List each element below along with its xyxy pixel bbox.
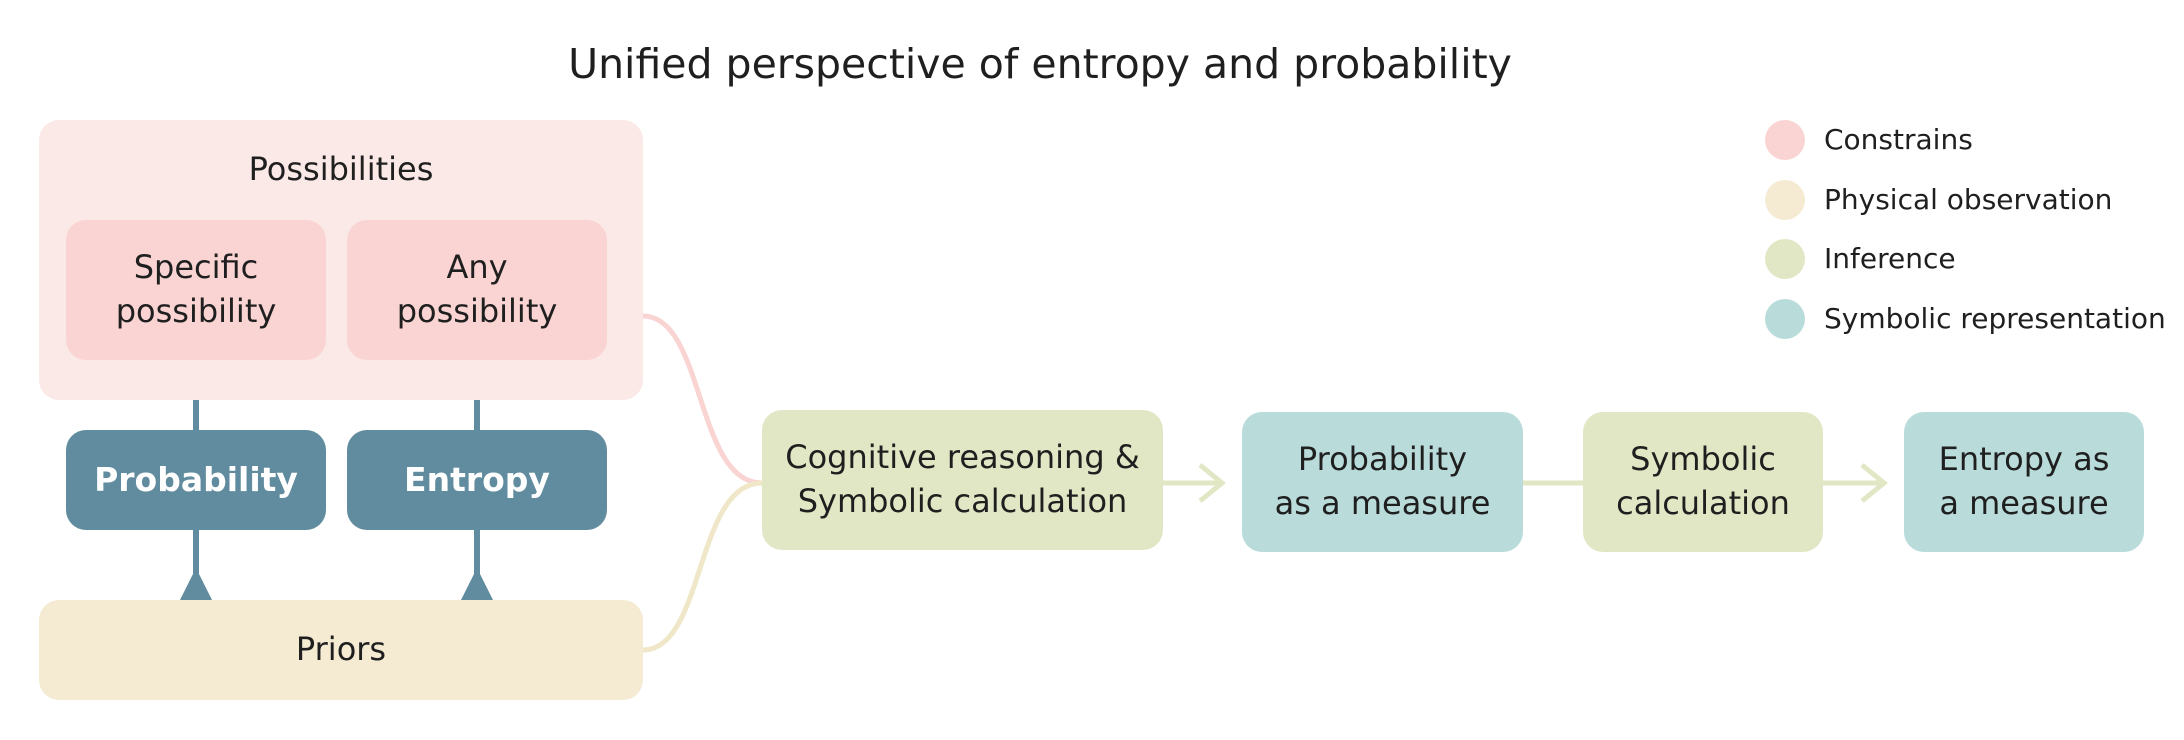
legend-label-symbolic-representation: Symbolic representation (1824, 302, 2166, 335)
cognitive-reasoning-box: Cognitive reasoning & Symbolic calculati… (762, 410, 1163, 550)
entropy-measure-box: Entropy as a measure (1904, 412, 2144, 552)
connector-priors-to-cognitive (642, 480, 763, 653)
specific-possibility-line-2: possibility (115, 292, 277, 330)
symbolic-calculation-box: Symbolic calculation (1583, 412, 1823, 552)
legend-label-inference: Inference (1824, 242, 1956, 275)
any-possibility-line-2: possibility (396, 292, 558, 330)
cognitive-line-2: Symbolic calculation (797, 482, 1128, 520)
legend-label-constrains: Constrains (1824, 123, 1973, 156)
any-possibility-line-1: Any (446, 248, 508, 287)
probability-measure-box: Probability as a measure (1242, 412, 1523, 552)
priors-box: Priors (39, 600, 643, 700)
specific-possibility-box: Specific possibility (66, 220, 326, 360)
symbolic-calculation-line-2: calculation (1616, 484, 1790, 522)
diagram-title: Unified perspective of entropy and proba… (568, 40, 1512, 88)
arrowhead-probability-measure (1198, 463, 1226, 503)
entropy-measure-line-2: a measure (1939, 484, 2109, 522)
any-possibility-box: Any possibility (347, 220, 607, 360)
legend-dot-inference (1765, 239, 1805, 279)
probability-measure-line-2: as a measure (1274, 484, 1491, 522)
cognitive-line-1: Cognitive reasoning & (785, 438, 1140, 477)
probability-measure-line-1: Probability (1297, 440, 1468, 479)
legend-label-physical-observation: Physical observation (1824, 183, 2113, 216)
entropy-measure-line-1: Entropy as (1938, 440, 2110, 479)
entropy-box: Entropy (347, 430, 607, 530)
possibilities-title: Possibilities (248, 150, 434, 188)
arrowhead-entropy-measure (1860, 463, 1888, 503)
connector-possibilities-to-cognitive (642, 313, 763, 486)
legend-dot-physical-observation (1765, 180, 1805, 220)
arrowhead-entropy-down (461, 568, 493, 600)
probability-box: Probability (66, 430, 326, 530)
legend-dot-constrains (1765, 120, 1805, 160)
symbolic-calculation-line-1: Symbolic (1630, 440, 1776, 479)
arrowhead-probability-down (180, 568, 212, 600)
legend-dot-symbolic-representation (1765, 299, 1805, 339)
specific-possibility-line-1: Specific (133, 248, 259, 287)
